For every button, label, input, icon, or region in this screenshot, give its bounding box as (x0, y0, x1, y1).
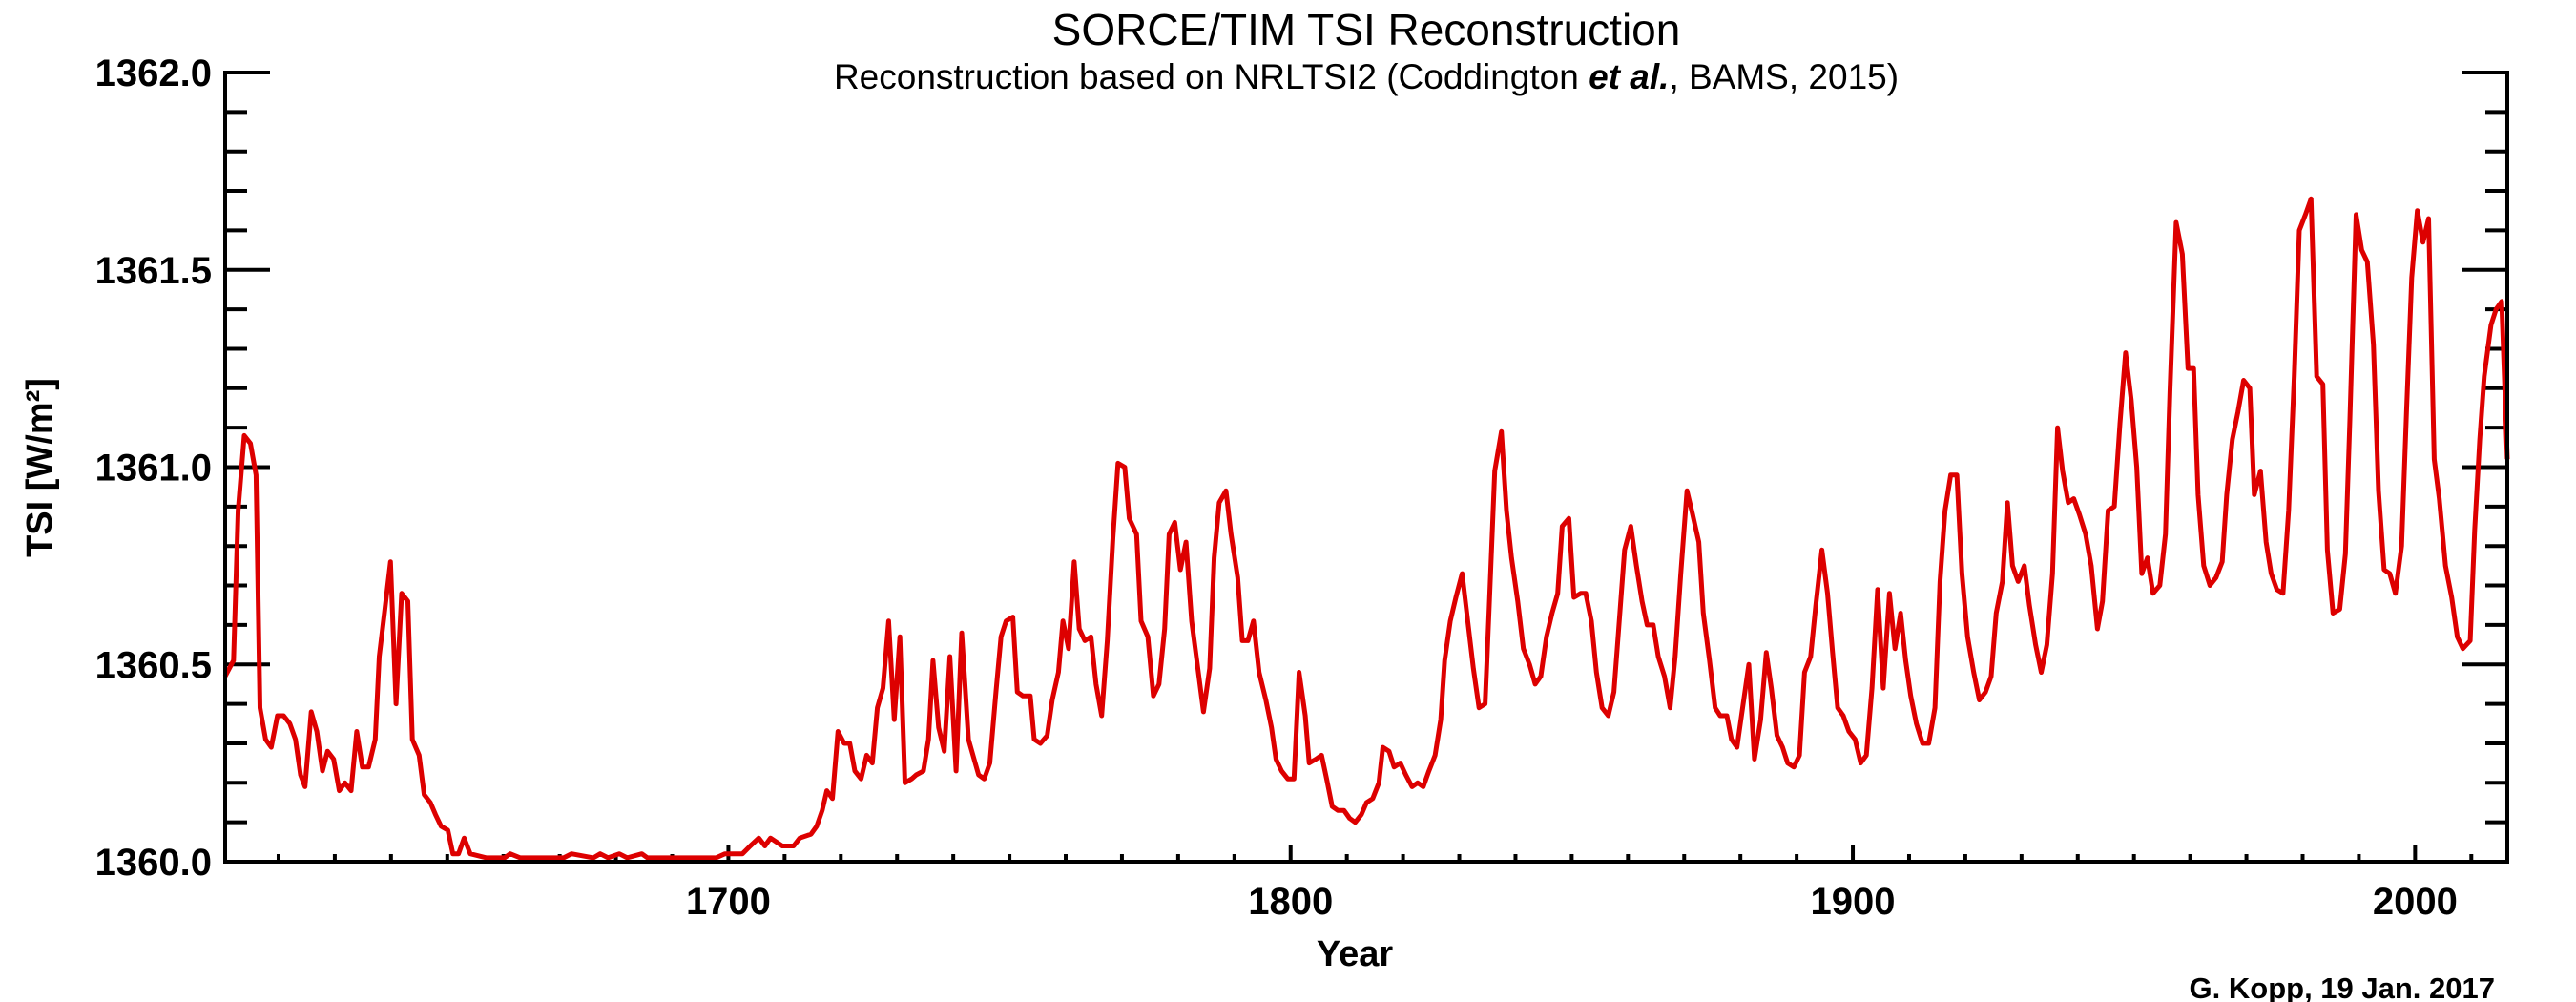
axis-ticks (225, 71, 2507, 864)
chart-title: SORCE/TIM TSI Reconstruction (1052, 5, 1681, 54)
subtitle-text-after: , BAMS, 2015) (1669, 57, 1899, 96)
tsi-series-line (222, 196, 2510, 861)
y-tick-label: 1361.0 (95, 448, 212, 490)
x-axis-label: Year (1317, 934, 1394, 974)
y-tick-label: 1360.0 (95, 842, 212, 884)
y-tick-label: 1361.5 (95, 250, 212, 292)
chart-subtitle: Reconstruction based on NRLTSI2 (Codding… (834, 57, 1899, 96)
subtitle-text-before: Reconstruction based on NRLTSI2 (Codding… (834, 57, 1589, 96)
x-tick-label: 2000 (2373, 881, 2458, 923)
axis-tick-labels: 1360.0 1360.5 1361.0 1361.5 1362.0 1700 1800 19… (95, 52, 2458, 923)
y-tick-label: 1360.5 (95, 644, 212, 686)
subtitle-emphasis: et al. (1589, 57, 1669, 96)
x-tick-label: 1700 (686, 881, 771, 923)
y-axis-label: TSI [W/m²] (20, 378, 60, 557)
y-tick-label: 1362.0 (95, 52, 212, 94)
author-credit: G. Kopp, 19 Jan. 2017 (2190, 971, 2495, 1002)
x-tick-label: 1900 (1811, 881, 1896, 923)
x-tick-label: 1800 (1248, 881, 1333, 923)
